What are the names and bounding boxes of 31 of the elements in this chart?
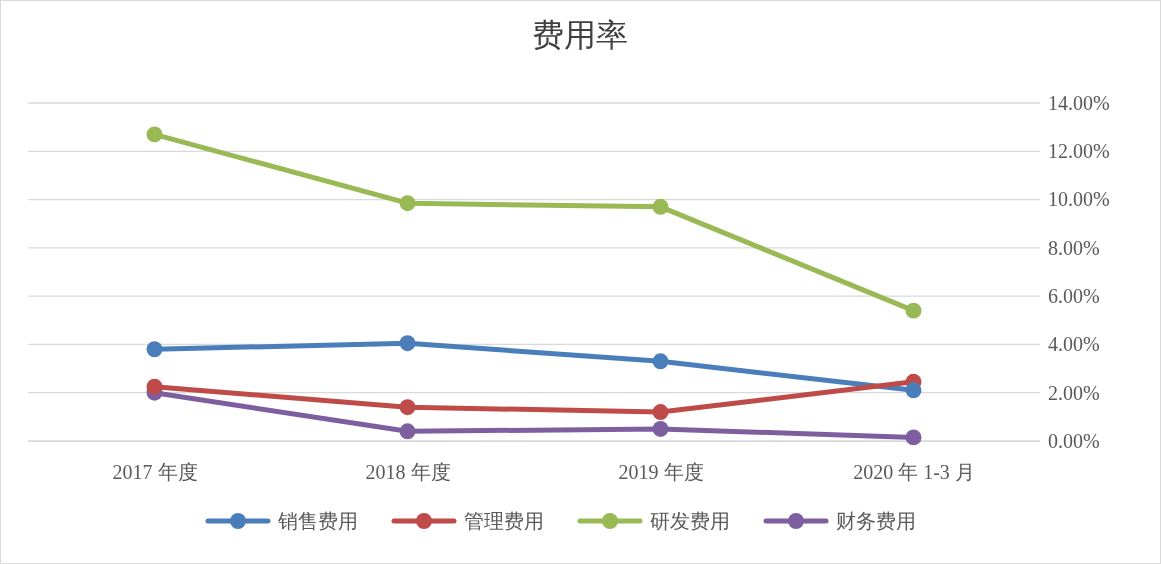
- y-tick-label: 6.00%: [1048, 285, 1100, 308]
- point: [905, 429, 922, 446]
- point: [146, 341, 163, 358]
- x-tick-label: 2019 年度: [618, 461, 704, 484]
- legend-label: 管理费用: [464, 510, 544, 532]
- point: [399, 335, 416, 352]
- x-tick-label: 2018 年度: [365, 461, 451, 484]
- point: [652, 404, 669, 420]
- point: [905, 302, 922, 319]
- point: [146, 378, 163, 395]
- y-tick-label: 12.00%: [1048, 140, 1110, 163]
- legend-label: 研发费用: [650, 510, 730, 532]
- legend-label: 销售费用: [277, 510, 358, 532]
- y-tick-label: 4.00%: [1048, 333, 1100, 356]
- y-tick-label: 10.00%: [1048, 188, 1110, 211]
- y-tick-label: 2.00%: [1048, 381, 1100, 404]
- point: [905, 382, 922, 399]
- x-tick-label: 2020 年 1-3 月: [853, 461, 975, 484]
- point: [652, 198, 669, 215]
- y-tick-label: 8.00%: [1048, 236, 1100, 259]
- y-tick-label: 0.00%: [1048, 429, 1100, 452]
- point: [399, 423, 416, 440]
- y-tick-label: 14.00%: [1048, 91, 1110, 114]
- point: [399, 399, 416, 416]
- legend-label: 财务费用: [836, 510, 916, 532]
- point: [652, 420, 669, 437]
- x-tick-label: 2017 年度: [112, 461, 198, 484]
- point: [652, 353, 669, 370]
- point: [146, 126, 163, 143]
- point: [399, 195, 416, 212]
- chart-title: 费用率: [532, 17, 628, 53]
